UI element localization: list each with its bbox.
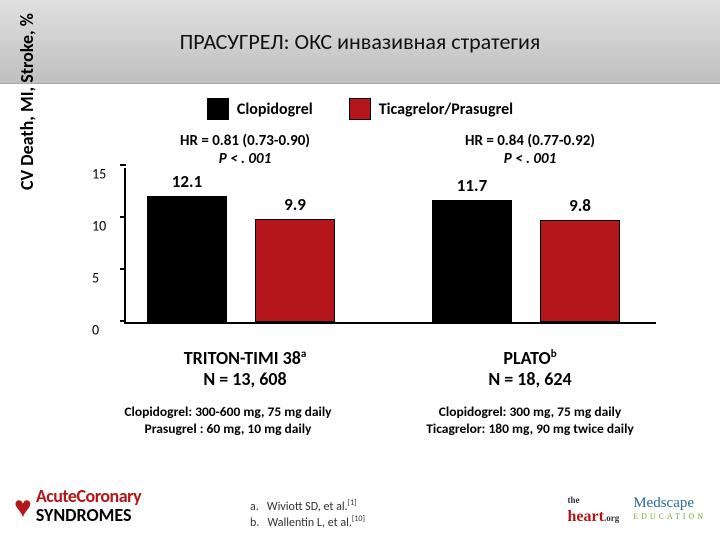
trial-n: N = 13, 608 — [203, 368, 286, 390]
title-band: ПРАСУГРЕЛ: ОКС инвазивная стратегия — [0, 0, 720, 84]
legend-label: Clopidogrel — [237, 100, 313, 119]
bar-value-label: 9.8 — [569, 195, 591, 216]
ref-b: Wallentin L, et al. — [267, 516, 351, 530]
ref-a: Wiviott SD, et al. — [267, 500, 348, 514]
y-tick-label: 10 — [92, 218, 106, 235]
y-tick-label: 15 — [92, 166, 106, 183]
trial-label-triton: TRITON-TIMI 38a N = 13, 608 — [184, 348, 307, 389]
dose-block-triton: Clopidogrel: 300-600 mg, 75 mg daily Pra… — [124, 404, 331, 438]
y-axis-label: CV Death, MI, Stroke, % — [16, 13, 38, 190]
references: a. Wiviott SD, et al.[1] b. Wallentin L,… — [250, 498, 365, 530]
hr-annotation-triton: HR = 0.81 (0.73-0.90) P < . 001 — [135, 132, 355, 168]
p-value: P < . 001 — [135, 150, 355, 168]
trial-sup: a — [301, 347, 306, 360]
y-tick-label: 5 — [92, 270, 99, 287]
trial-name: TRITON-TIMI 38 — [184, 347, 301, 369]
dose-line: Ticagrelor: 180 mg, 90 mg twice daily — [426, 421, 634, 438]
legend-label: Ticagrelor/Prasugrel — [379, 100, 513, 119]
plot-area: 05101512.19.911.79.8 — [124, 168, 656, 324]
ref-a-sup: [1] — [348, 498, 357, 508]
legend-item-clopidogrel: Clopidogrel — [207, 98, 313, 120]
ref-b-sup: [10] — [352, 514, 365, 524]
y-tick-label: 0 — [92, 322, 99, 339]
medscape-logo: Medscape EDUCATION — [633, 495, 706, 521]
bar — [432, 200, 512, 322]
y-tick-mark — [120, 164, 126, 166]
y-tick-mark — [120, 216, 126, 218]
p-value: P < . 001 — [420, 150, 640, 168]
footer-right-logos: the heart.org Medscape EDUCATION — [568, 490, 706, 526]
acs-wordmark: AcuteCoronary SYNDROMES — [36, 488, 141, 526]
dose-line: Prasugrel : 60 mg, 10 mg daily — [124, 421, 331, 438]
trial-name: PLATO — [503, 347, 550, 369]
heartorg-logo: the heart.org — [568, 490, 620, 526]
bar-value-label: 12.1 — [172, 171, 202, 192]
trial-sup: b — [551, 347, 557, 360]
bar-value-label: 11.7 — [457, 175, 487, 196]
dose-line: Clopidogrel: 300 mg, 75 mg daily — [426, 404, 634, 421]
trial-n: N = 18, 624 — [488, 368, 571, 390]
legend-swatch — [349, 98, 371, 120]
bar — [540, 220, 620, 322]
dose-line: Clopidogrel: 300-600 mg, 75 mg daily — [124, 404, 331, 421]
acs-logo: ♥ AcuteCoronary SYNDROMES — [14, 488, 141, 526]
dose-block-plato: Clopidogrel: 300 mg, 75 mg daily Ticagre… — [426, 404, 634, 438]
y-tick-mark — [120, 268, 126, 270]
legend-item-ticagrelor-prasugrel: Ticagrelor/Prasugrel — [349, 98, 513, 120]
y-tick-mark — [120, 320, 126, 322]
heart-icon: ♥ — [14, 489, 32, 526]
hr-text: HR = 0.81 (0.73-0.90) — [135, 132, 355, 150]
slide-title: ПРАСУГРЕЛ: ОКС инвазивная стратегия — [180, 28, 541, 55]
bar — [147, 196, 227, 322]
bar-chart: 05101512.19.911.79.8 — [96, 168, 656, 342]
hr-annotation-plato: HR = 0.84 (0.77-0.92) P < . 001 — [420, 132, 640, 168]
bar-value-label: 9.9 — [284, 194, 306, 215]
trial-label-plato: PLATOb N = 18, 624 — [488, 348, 571, 389]
legend-swatch — [207, 98, 229, 120]
bar — [255, 219, 335, 322]
legend: Clopidogrel Ticagrelor/Prasugrel — [0, 98, 720, 120]
hr-text: HR = 0.84 (0.77-0.92) — [420, 132, 640, 150]
